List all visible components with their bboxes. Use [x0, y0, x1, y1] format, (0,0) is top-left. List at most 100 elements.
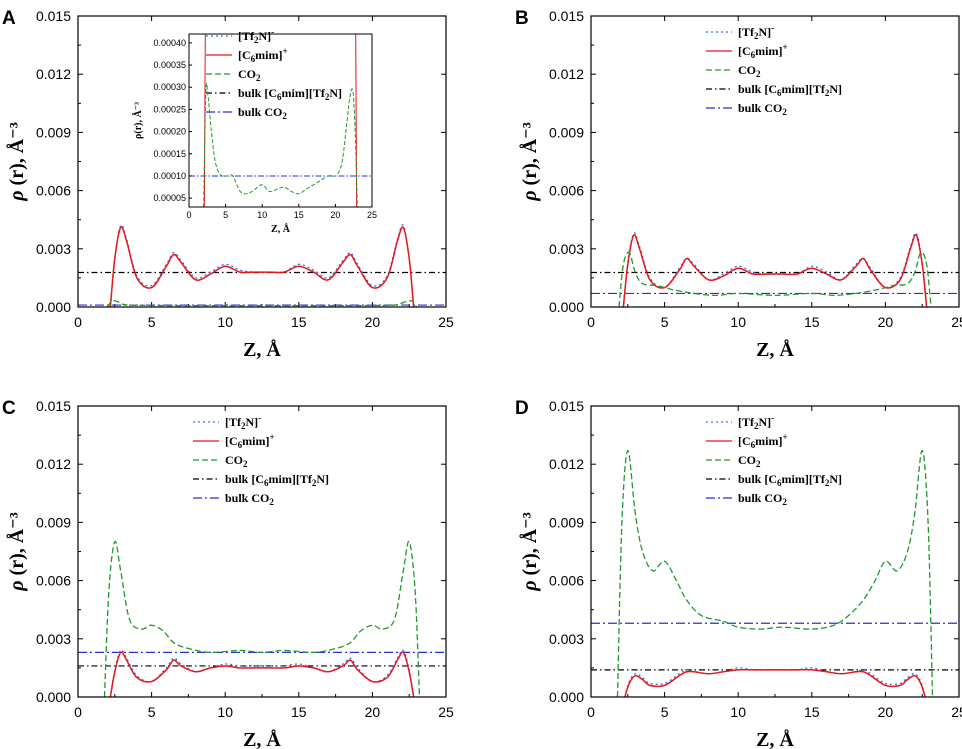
y-tick-label: 0.015	[36, 8, 71, 24]
x-tick-label: 0	[74, 314, 82, 330]
legend-text-part: [C	[238, 48, 251, 62]
series-co2	[618, 251, 932, 307]
legend-sub: 2	[825, 88, 830, 98]
x-tick-label: 15	[804, 314, 820, 330]
legend-label-bulk_co2: bulk CO2	[225, 491, 274, 507]
legend-text-part: N]	[246, 415, 259, 429]
inset-y-tick-label: 0.00040	[153, 38, 186, 48]
series-co2	[106, 300, 418, 307]
plot-frame	[590, 15, 960, 308]
y-title-text: (r), Å	[518, 528, 541, 580]
legend-text-part: bulk [C	[738, 82, 777, 96]
legend-text-part: N]	[829, 82, 842, 96]
panel-letter: A	[2, 8, 16, 29]
legend-sub: 2	[782, 497, 787, 507]
plot-frame	[77, 15, 447, 308]
y-tick-label: 0.006	[549, 183, 584, 199]
y-axis-title: ρ (r), Å⁻³	[5, 122, 28, 202]
legend-label-c6mim: [C6mim]+	[738, 42, 788, 60]
legend-label-tf2n: [Tf2N]-	[238, 27, 274, 45]
legend-sub: 2	[782, 107, 787, 117]
legend-label-bulk_co2: bulk CO2	[738, 491, 787, 507]
inset-y-tick-label: 0.00020	[153, 127, 186, 137]
y-title-rho: ρ	[519, 580, 541, 591]
y-tick-label: 0.015	[549, 398, 584, 414]
y-tick-label: 0.009	[36, 514, 71, 530]
panel-letter: C	[2, 398, 16, 419]
inset-x-tick-label: 5	[223, 210, 228, 220]
legend-label-co2: CO2	[738, 63, 761, 79]
legend-sub: 2	[269, 497, 274, 507]
legend-sub: 6	[277, 92, 282, 102]
legend-sub: 2	[756, 69, 761, 79]
legend-text-part: mim][Tf	[782, 82, 826, 96]
legend-sub: 2	[241, 421, 246, 431]
legend-sub: 2	[256, 73, 261, 83]
legend-text-part: [Tf	[238, 29, 255, 43]
legend-text-part: mim][Tf	[269, 472, 313, 486]
legend-label-tf2n: [Tf2N]-	[225, 413, 261, 431]
inset-y-tick-label: 0.00025	[153, 104, 186, 114]
legend-label-tf2n: [Tf2N]-	[738, 23, 774, 41]
y-tick-label: 0.009	[549, 124, 584, 140]
y-tick-label: 0.006	[36, 573, 71, 589]
legend-text-part: bulk CO	[738, 491, 782, 505]
y-title-exp: ⁻³	[519, 122, 541, 139]
y-title-text: (r), Å	[518, 138, 541, 190]
plot-area	[591, 232, 959, 307]
x-tick-label: 5	[148, 314, 156, 330]
x-axis-title: Z, Å	[756, 728, 794, 749]
inset-y-tick-label: 0.00005	[153, 193, 186, 203]
legend-text-part: CO	[238, 67, 256, 81]
legend-sub: 6	[777, 478, 782, 488]
legend-text-part: bulk CO	[225, 491, 269, 505]
x-tick-label: 0	[587, 314, 595, 330]
inset-plot-area	[189, 34, 372, 207]
x-tick-label: 20	[878, 704, 894, 720]
legend-text-part: [C	[738, 434, 751, 448]
series-co2	[616, 449, 934, 697]
legend-text-part: mim]	[755, 434, 782, 448]
legend-sup: -	[771, 23, 774, 33]
x-tick-label: 0	[74, 704, 82, 720]
y-tick-label: 0.000	[36, 689, 71, 705]
legend-text-part: [C	[225, 434, 238, 448]
legend-text-part: [Tf	[738, 25, 755, 39]
legend-sup: +	[283, 46, 288, 56]
y-tick-label: 0.003	[549, 631, 584, 647]
y-tick-label: 0.009	[36, 124, 71, 140]
x-tick-label: 15	[804, 704, 820, 720]
legend-sub: 6	[751, 50, 756, 60]
y-title-text: (r), Å	[5, 528, 28, 580]
y-title-rho: ρ	[6, 190, 28, 201]
series-c6mim	[109, 226, 415, 307]
y-axis-title: ρ (r), Å⁻³	[5, 512, 28, 592]
y-tick-label: 0.000	[36, 299, 71, 315]
y-title-text: (r), Å	[5, 138, 28, 190]
legend-label-bulk_il: bulk [C6mim][Tf2N]	[738, 472, 842, 488]
legend-sub: 6	[251, 54, 256, 64]
y-tick-label: 0.015	[36, 398, 71, 414]
inset-y-tick-label: 0.00030	[153, 82, 186, 92]
y-tick-label: 0.003	[36, 631, 71, 647]
legend-sub: 2	[282, 111, 287, 121]
legend-label-bulk_il: bulk [C6mim][Tf2N]	[238, 86, 342, 102]
x-tick-label: 25	[438, 704, 454, 720]
y-tick-label: 0.015	[549, 8, 584, 24]
legend-text-part: N]	[316, 472, 329, 486]
y-axis-title: ρ (r), Å⁻³	[518, 122, 541, 202]
legend-sup: +	[783, 42, 788, 52]
x-axis-title: Z, Å	[756, 338, 794, 361]
panel-b: B 0 5 10 15 20 25 0.000 0.003 0.006 0.009 0.012 0.01…	[515, 8, 962, 361]
inset-y-tick-label: 0.00015	[153, 149, 186, 159]
y-tick-label: 0.009	[549, 514, 584, 530]
legend-label-c6mim: [C6mim]+	[225, 432, 275, 450]
legend-sub: 2	[754, 421, 759, 431]
legend-text-part: N]	[759, 415, 772, 429]
panel-letter: D	[515, 398, 529, 419]
x-tick-label: 20	[365, 314, 381, 330]
